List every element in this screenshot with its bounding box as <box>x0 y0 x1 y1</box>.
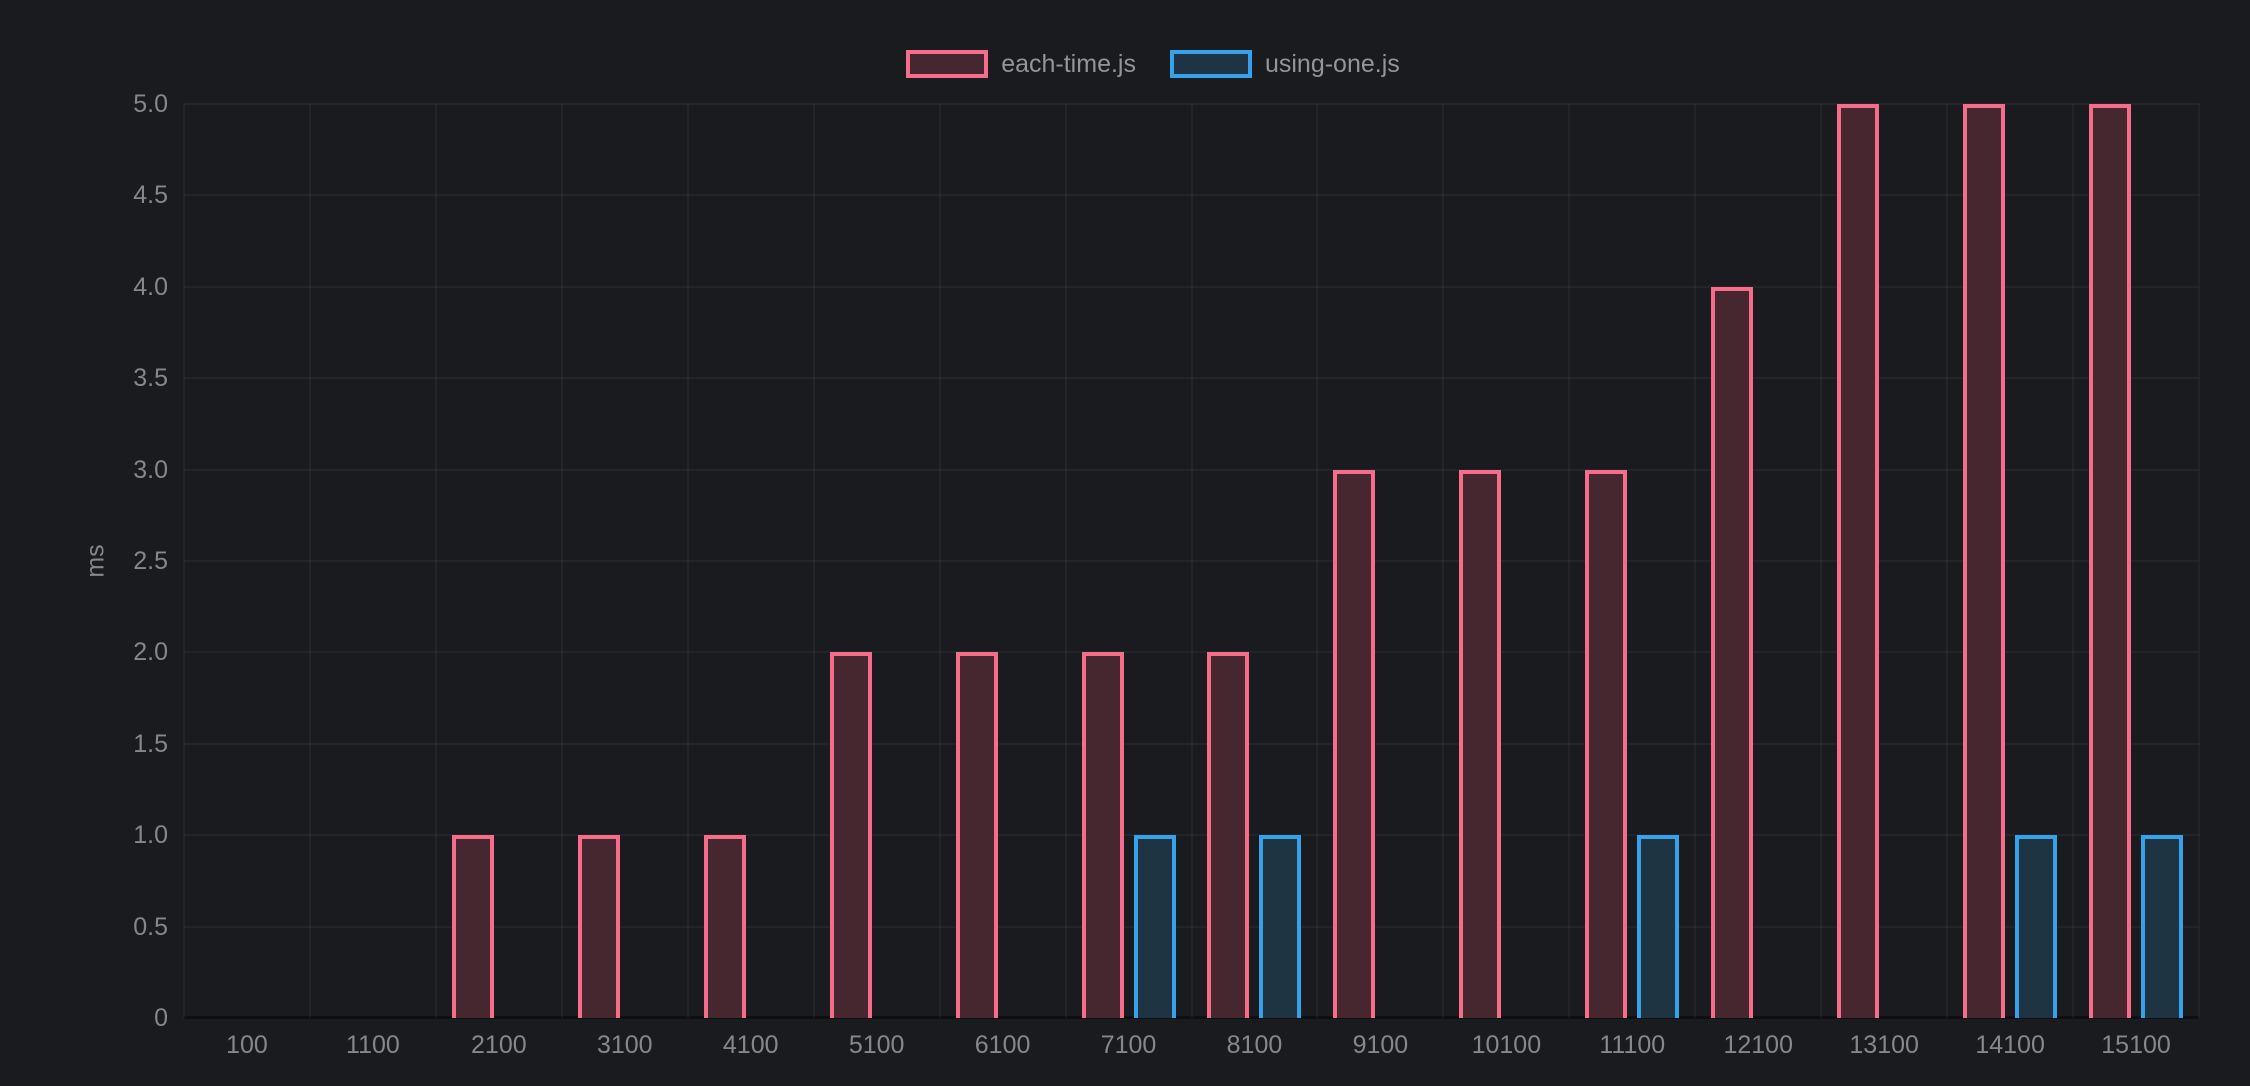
bar-each-time-js-2100[interactable] <box>451 835 494 1018</box>
horizontal-gridline <box>184 834 2199 837</box>
x-tick-label: 9100 <box>1352 1031 1409 1059</box>
bar-using-one-js-11100[interactable] <box>1637 835 1680 1018</box>
x-axis-line <box>184 1016 2199 1019</box>
vertical-gridline <box>1316 104 1319 1018</box>
y-tick-label: 1.5 <box>133 729 168 758</box>
plot-area <box>183 103 2200 1019</box>
y-tick-label: 2.0 <box>133 638 168 667</box>
bar-each-time-js-5100[interactable] <box>829 652 872 1018</box>
x-tick-label: 2100 <box>471 1031 527 1059</box>
chart-legend: each-time.js using-one.js <box>0 44 2250 84</box>
x-tick-label: 8100 <box>1226 1031 1283 1059</box>
vertical-gridline <box>1190 104 1193 1018</box>
vertical-gridline <box>812 104 815 1018</box>
bar-each-time-js-10100[interactable] <box>1459 469 1502 1018</box>
horizontal-gridline <box>184 651 2199 654</box>
bar-each-time-js-7100[interactable] <box>1081 652 1124 1018</box>
bar-using-one-js-15100[interactable] <box>2141 835 2184 1018</box>
legend-swatch-each-time-js <box>906 50 989 78</box>
vertical-gridline <box>560 104 563 1018</box>
x-tick-label: 5100 <box>848 1031 905 1059</box>
bar-each-time-js-15100[interactable] <box>2089 104 2132 1018</box>
y-tick-label: 3.5 <box>133 364 168 393</box>
x-tick-label: 4100 <box>722 1031 779 1059</box>
bar-each-time-js-6100[interactable] <box>955 652 998 1018</box>
horizontal-gridline <box>184 285 2199 288</box>
legend-item-using-one-js[interactable]: using-one.js <box>1169 49 1400 79</box>
vertical-gridline <box>434 104 437 1018</box>
bar-each-time-js-14100[interactable] <box>1963 104 2006 1018</box>
bar-each-time-js-13100[interactable] <box>1837 104 1880 1018</box>
y-tick-label: 0.5 <box>133 912 168 941</box>
horizontal-gridline <box>184 103 2199 105</box>
vertical-gridline <box>1820 104 1823 1018</box>
x-tick-label: 11100 <box>1599 1031 1666 1059</box>
y-tick-label: 2.5 <box>133 547 168 575</box>
vertical-gridline <box>183 104 185 1018</box>
bar-each-time-js-9100[interactable] <box>1333 469 1376 1018</box>
x-tick-label: 12100 <box>1723 1031 1793 1059</box>
bar-using-one-js-7100[interactable] <box>1133 835 1176 1018</box>
y-tick-label: 0 <box>154 1004 168 1032</box>
vertical-gridline <box>1694 104 1697 1018</box>
x-tick-label: 7100 <box>1100 1031 1157 1059</box>
horizontal-gridline <box>184 377 2199 380</box>
y-tick-label: 4.5 <box>133 181 168 210</box>
vertical-gridline <box>938 104 941 1018</box>
x-tick-label: 3100 <box>596 1031 653 1059</box>
vertical-gridline <box>686 104 689 1018</box>
bar-each-time-js-12100[interactable] <box>1711 286 1754 1018</box>
bar-each-time-js-4100[interactable] <box>703 835 746 1018</box>
y-tick-label: 1.0 <box>133 821 168 850</box>
horizontal-gridline <box>184 925 2199 928</box>
vertical-gridline <box>2072 104 2075 1018</box>
x-tick-label: 10100 <box>1471 1031 1542 1059</box>
vertical-gridline <box>1568 104 1571 1018</box>
legend-label: each-time.js <box>1001 49 1136 78</box>
bar-each-time-js-11100[interactable] <box>1585 469 1628 1018</box>
bar-using-one-js-8100[interactable] <box>1259 835 1302 1018</box>
horizontal-gridline <box>184 742 2199 745</box>
horizontal-gridline <box>184 468 2199 471</box>
y-tick-label: 4.0 <box>133 272 168 301</box>
x-tick-label: 6100 <box>974 1031 1031 1059</box>
bar-using-one-js-14100[interactable] <box>2015 835 2058 1018</box>
x-tick-label: 15100 <box>2101 1031 2171 1059</box>
x-tick-label: 14100 <box>1975 1031 2045 1059</box>
legend-swatch-using-one-js <box>1169 50 1252 78</box>
x-tick-label: 13100 <box>1849 1031 1919 1059</box>
x-tick-label: 1100 <box>346 1031 400 1059</box>
vertical-gridline <box>2198 104 2200 1018</box>
vertical-gridline <box>1946 104 1949 1018</box>
horizontal-gridline <box>184 560 2199 562</box>
y-tick-label: 3.0 <box>133 455 168 484</box>
vertical-gridline <box>308 104 311 1018</box>
y-tick-label: 5.0 <box>133 90 168 118</box>
vertical-gridline <box>1064 104 1067 1018</box>
legend-label: using-one.js <box>1264 49 1400 78</box>
x-tick-label: 100 <box>226 1031 268 1059</box>
horizontal-gridline <box>184 194 2199 197</box>
vertical-gridline <box>1442 104 1445 1018</box>
bar-each-time-js-3100[interactable] <box>577 835 620 1018</box>
y-axis-title: ms <box>81 544 110 578</box>
legend-item-each-time-js[interactable]: each-time.js <box>906 50 1136 79</box>
bar-each-time-js-8100[interactable] <box>1207 652 1250 1018</box>
